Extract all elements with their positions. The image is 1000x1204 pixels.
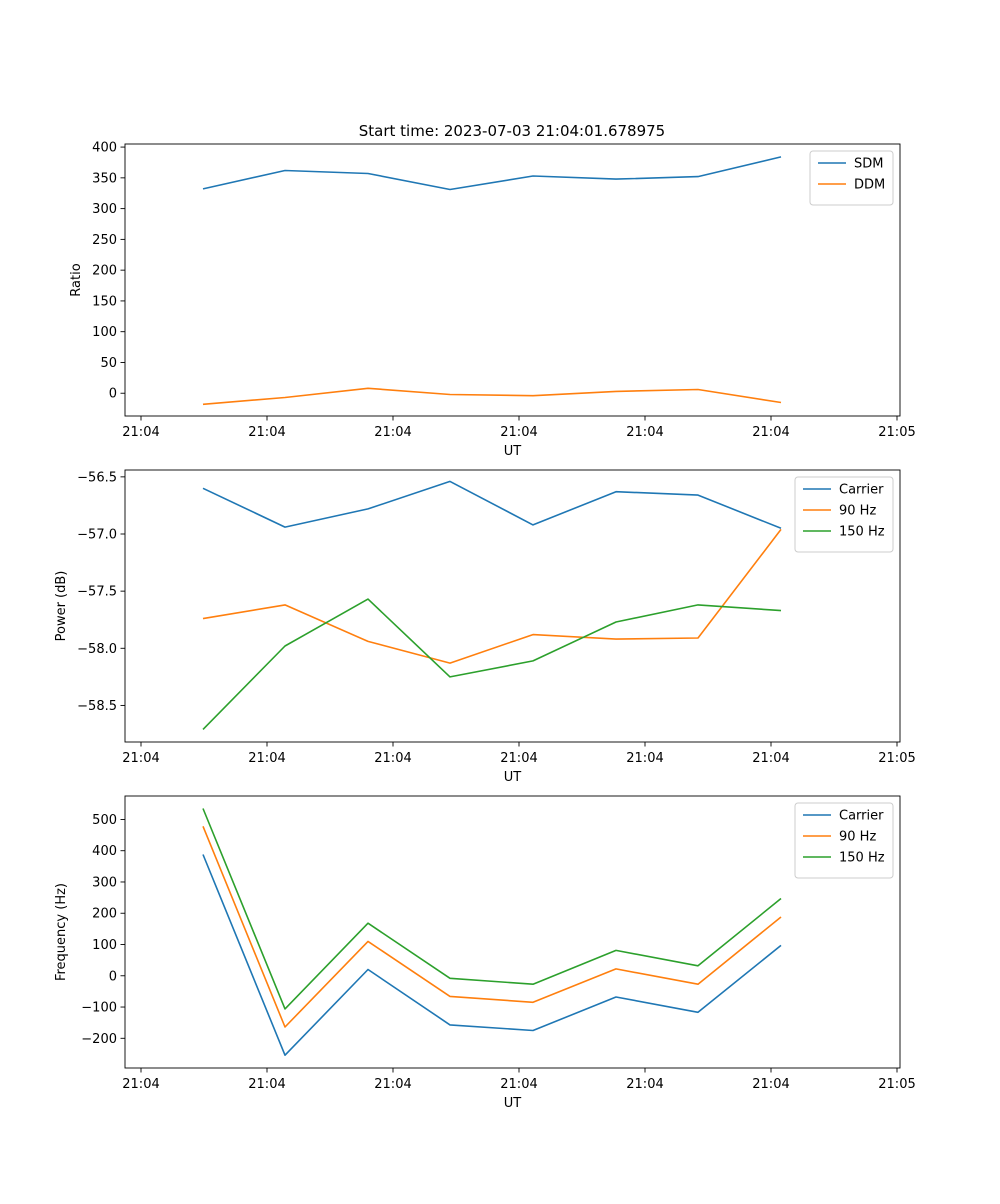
axes-frame [124, 143, 901, 417]
legend-label-90-hz: 90 Hz [839, 830, 876, 845]
series-line-90-hz [202, 825, 782, 1028]
x-tick-label: 21:04 [752, 751, 789, 766]
y-tick-label: 250 [92, 233, 117, 248]
legend: SDM DDM [809, 150, 894, 206]
y-tick-label: 0 [109, 969, 117, 984]
legend: Carrier 90 Hz 150 Hz [794, 476, 894, 553]
x-tick-label: 21:04 [374, 1077, 411, 1092]
chart-panel-3: 21:04 21:04 21:04 21:04 21:04 21:04 21:05 −200 −… [54, 795, 916, 1111]
series-line-90-hz [202, 528, 782, 664]
series-line-ddm [202, 387, 782, 406]
y-tick-label: 0 [109, 387, 117, 402]
x-axis-label: UT [504, 1096, 522, 1111]
y-tick-label: 150 [92, 294, 117, 309]
y-tick-label: 300 [92, 202, 117, 217]
x-tick-label: 21:04 [374, 751, 411, 766]
y-tick-label: 50 [100, 356, 117, 371]
x-tick-label: 21:04 [122, 425, 159, 440]
series-line-sdm [202, 156, 782, 191]
x-tick-label: 21:04 [626, 751, 663, 766]
legend-label-ddm: DDM [854, 178, 885, 193]
x-tick-label: 21:05 [878, 751, 915, 766]
legend-label-150-hz: 150 Hz [839, 525, 885, 540]
y-tick-label: 500 [92, 813, 117, 828]
y-tick-label: 200 [92, 907, 117, 922]
y-tick-label: 300 [92, 875, 117, 890]
y-tick-label: −57.0 [77, 528, 117, 543]
legend-box [809, 150, 894, 206]
y-tick-label: 200 [92, 264, 117, 279]
y-tick-label: −100 [81, 1001, 117, 1016]
x-tick-label: 21:05 [878, 425, 915, 440]
x-tick-label: 21:04 [500, 1077, 537, 1092]
x-axis-label: UT [504, 444, 522, 459]
y-axis-label: Ratio [69, 263, 84, 296]
legend-box [794, 802, 894, 879]
legend-label-150-hz: 150 Hz [839, 851, 885, 866]
x-tick-label: 21:04 [248, 425, 285, 440]
series-line-carrier [202, 854, 782, 1056]
x-tick-label: 21:04 [752, 425, 789, 440]
figure-title: Start time: 2023-07-03 21:04:01.678975 [359, 122, 665, 140]
y-tick-label: −58.0 [77, 642, 117, 657]
legend-label-carrier: Carrier [839, 809, 884, 824]
y-tick-label: 100 [92, 938, 117, 953]
y-tick-label: −56.5 [77, 470, 117, 485]
axes-frame [124, 469, 901, 743]
legend: Carrier 90 Hz 150 Hz [794, 802, 894, 879]
y-tick-label: −57.5 [77, 585, 117, 600]
chart-panel-2: 21:04 21:04 21:04 21:04 21:04 21:04 21:05 −58.5… [54, 469, 916, 785]
legend-label-carrier: Carrier [839, 483, 884, 498]
series-line-150-hz [202, 598, 782, 730]
x-tick-label: 21:04 [248, 1077, 285, 1092]
legend-label-90-hz: 90 Hz [839, 504, 876, 519]
y-tick-label: −200 [81, 1032, 117, 1047]
legend-box [794, 476, 894, 553]
chart-panel-1: 21:04 21:04 21:04 21:04 21:04 21:04 21:05 0 50 10… [69, 141, 916, 459]
y-tick-label: 400 [92, 844, 117, 859]
x-tick-label: 21:04 [752, 1077, 789, 1092]
x-tick-label: 21:04 [500, 751, 537, 766]
x-tick-label: 21:04 [248, 751, 285, 766]
x-tick-label: 21:05 [878, 1077, 915, 1092]
x-tick-label: 21:04 [626, 425, 663, 440]
legend-label-sdm: SDM [854, 157, 883, 172]
x-tick-label: 21:04 [500, 425, 537, 440]
y-axis-label: Power (dB) [54, 571, 69, 642]
y-tick-label: 350 [92, 171, 117, 186]
x-tick-label: 21:04 [626, 1077, 663, 1092]
axes-frame [124, 795, 901, 1069]
y-tick-label: −58.5 [77, 699, 117, 714]
y-tick-label: 400 [92, 141, 117, 156]
x-tick-label: 21:04 [374, 425, 411, 440]
x-tick-label: 21:04 [122, 751, 159, 766]
x-tick-label: 21:04 [122, 1077, 159, 1092]
series-line-150-hz [202, 808, 782, 1010]
series-line-carrier [202, 480, 782, 530]
y-axis-label: Frequency (Hz) [54, 883, 69, 981]
y-tick-label: 100 [92, 325, 117, 340]
x-axis-label: UT [504, 770, 522, 785]
